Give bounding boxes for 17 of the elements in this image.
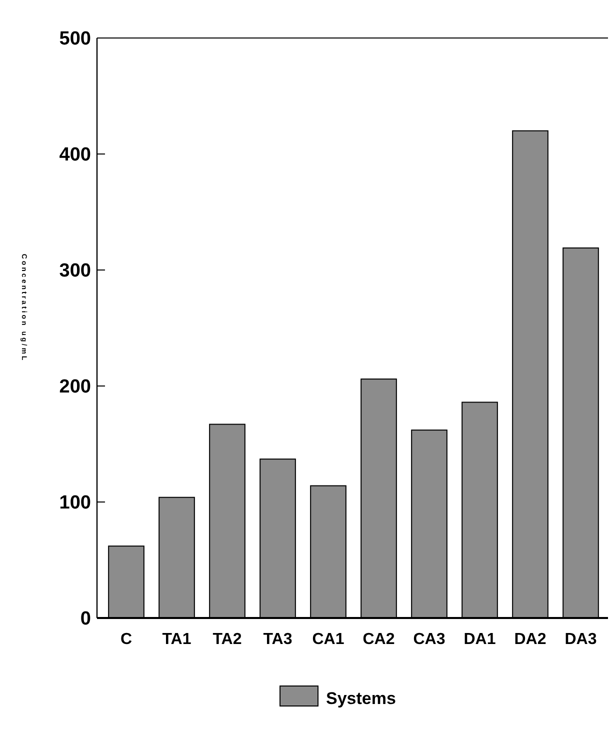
y-tick-label: 200: [59, 376, 91, 398]
x-tick-label: DA1: [464, 631, 496, 648]
x-tick-label: DA3: [564, 631, 597, 648]
x-tick-label: DA2: [514, 631, 546, 648]
y-tick-label: 0: [80, 608, 91, 630]
x-tick-label: C: [120, 631, 132, 648]
y-tick-label: 400: [59, 144, 91, 166]
legend-label: Systems: [326, 688, 396, 708]
x-tick-label: CA2: [362, 631, 395, 648]
x-tick-label: CA3: [413, 631, 446, 648]
x-tick-label: CA1: [312, 631, 344, 648]
y-tick-label: 100: [59, 492, 91, 514]
x-tick-label: TA1: [162, 631, 192, 648]
y-tick-label: 500: [59, 28, 91, 50]
x-tick-label: TA2: [212, 631, 242, 648]
x-tick-label: TA3: [263, 631, 292, 648]
y-tick-label: 300: [59, 260, 91, 282]
